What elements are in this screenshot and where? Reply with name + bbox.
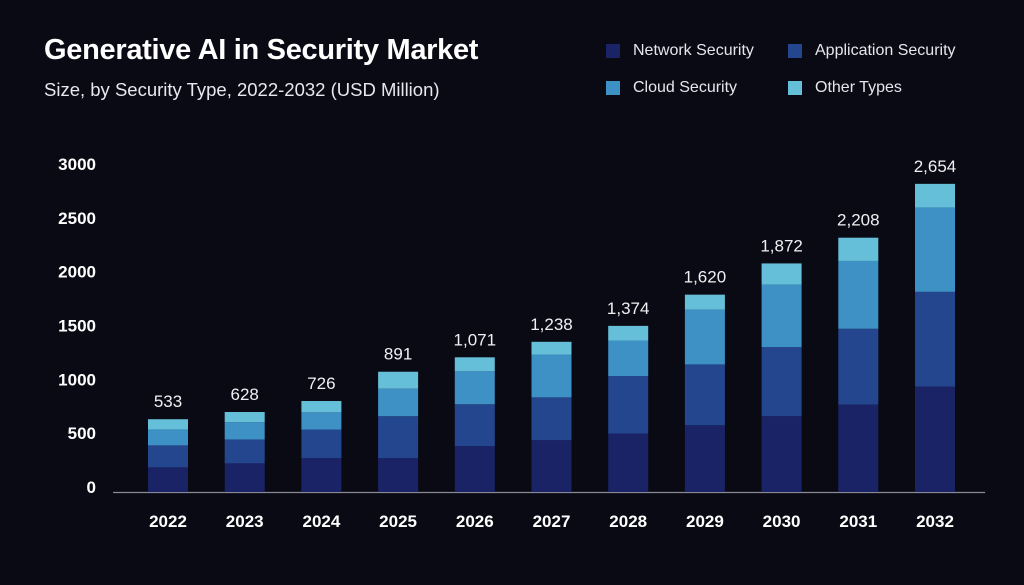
bar-segment-other-types	[684, 294, 725, 310]
bar-segment-other-types	[301, 401, 342, 413]
x-tick-label: 2031	[839, 512, 877, 531]
bar-segment-cloud-security	[454, 371, 495, 405]
bar-segment-network-security	[838, 404, 879, 492]
bar-segment-application-security	[378, 416, 419, 459]
x-tick-label: 2025	[379, 512, 417, 531]
bar-segment-application-security	[454, 404, 495, 447]
data-label: 533	[154, 392, 182, 411]
legend-label: Network Security	[633, 42, 754, 59]
legend-swatch	[606, 44, 620, 58]
data-label: 1,374	[607, 299, 650, 318]
x-tick-label: 2024	[302, 512, 340, 531]
bar-segment-application-security	[684, 364, 725, 426]
bar-segment-cloud-security	[224, 422, 265, 440]
bar-segment-network-security	[531, 440, 572, 492]
chart-title: Generative AI in Security Market	[44, 34, 479, 66]
bar-segment-cloud-security	[684, 309, 725, 365]
bar-segment-application-security	[608, 376, 649, 434]
data-label: 2,208	[837, 211, 880, 230]
bar-segment-cloud-security	[531, 354, 572, 398]
bar-segment-other-types	[531, 341, 572, 355]
x-tick-label: 2028	[609, 512, 647, 531]
bar-segment-other-types	[608, 325, 649, 341]
y-tick-label: 1000	[58, 370, 96, 389]
bar-segment-application-security	[915, 291, 955, 387]
legend-item-cloud-security: Cloud Security	[606, 79, 737, 97]
data-label: 1,872	[760, 236, 803, 255]
data-label: 891	[384, 345, 412, 364]
y-tick-label: 3000	[58, 155, 96, 174]
legend-swatch	[788, 81, 802, 95]
legend-item-network-security: Network Security	[606, 42, 754, 60]
bar-segment-other-types	[378, 371, 419, 389]
y-tick-label: 0	[87, 478, 96, 497]
legend-swatch	[606, 81, 620, 95]
data-label: 2,654	[914, 157, 957, 176]
legend-label: Cloud Security	[633, 79, 738, 96]
legend-item-other-types: Other Types	[788, 79, 902, 97]
y-tick-label: 500	[68, 424, 96, 443]
bar-segment-network-security	[761, 416, 802, 492]
bar-segment-cloud-security	[761, 284, 802, 348]
y-tick-label: 1500	[58, 317, 96, 336]
bar-segment-application-security	[301, 429, 342, 459]
bar-segment-cloud-security	[838, 260, 879, 329]
data-label: 1,620	[684, 268, 727, 287]
bar-segment-other-types	[454, 357, 495, 372]
x-tick-label: 2026	[456, 512, 494, 531]
y-tick-label: 2500	[58, 209, 96, 228]
data-label: 1,238	[530, 315, 573, 334]
bar-segment-cloud-security	[915, 207, 955, 292]
x-tick-label: 2029	[686, 512, 724, 531]
bar-segment-cloud-security	[301, 412, 342, 430]
x-tick-label: 2027	[533, 512, 571, 531]
bar-segment-network-security	[684, 425, 725, 492]
bar-segment-application-security	[838, 328, 879, 405]
bar-segment-cloud-security	[378, 388, 419, 417]
data-label: 628	[231, 385, 259, 404]
bar-segment-network-security	[608, 433, 649, 492]
data-label: 726	[307, 374, 335, 393]
bar-segment-application-security	[224, 439, 265, 464]
bar-segment-network-security	[148, 467, 188, 492]
x-tick-label: 2032	[916, 512, 954, 531]
bar-segment-cloud-security	[608, 340, 649, 377]
bar-segment-network-security	[454, 446, 495, 492]
bar-segment-other-types	[915, 183, 955, 208]
bar-segment-application-security	[761, 347, 802, 417]
bar-segment-other-types	[761, 263, 802, 285]
x-tick-label: 2030	[763, 512, 801, 531]
legend-label: Other Types	[815, 79, 902, 96]
bar-segment-application-security	[531, 397, 572, 441]
bar-segment-other-types	[838, 237, 879, 261]
bar-segment-other-types	[224, 412, 265, 423]
bar-segment-application-security	[148, 445, 188, 468]
bar-segment-network-security	[378, 458, 419, 492]
bar-segment-cloud-security	[148, 429, 188, 446]
bar-segment-other-types	[148, 419, 188, 430]
legend-item-application-security: Application Security	[788, 42, 956, 60]
bar-segment-network-security	[224, 463, 265, 492]
data-label: 1,071	[454, 330, 497, 349]
bar-segment-network-security	[915, 386, 955, 492]
bar-segment-network-security	[301, 458, 342, 492]
x-tick-label: 2023	[226, 512, 264, 531]
legend-swatch	[788, 44, 802, 58]
legend-label: Application Security	[815, 42, 956, 59]
y-tick-label: 2000	[58, 263, 96, 282]
x-tick-label: 2022	[149, 512, 187, 531]
chart-subtitle: Size, by Security Type, 2022-2032 (USD M…	[44, 79, 440, 100]
